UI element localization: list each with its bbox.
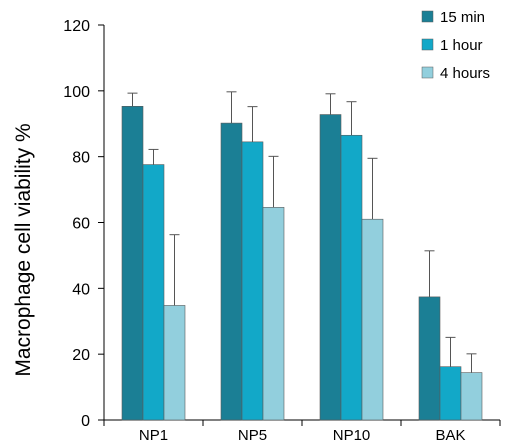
x-category-label: NP10 bbox=[333, 427, 371, 444]
y-axis-label-group: Macrophage cell viability % bbox=[12, 123, 35, 376]
bar bbox=[439, 366, 462, 421]
legend: 15 min 1 hour 4 hours bbox=[421, 9, 490, 82]
y-tick-label: 60 bbox=[72, 216, 90, 233]
y-axis-label: Macrophage cell viability % bbox=[12, 123, 35, 376]
legend-label: 1 hour bbox=[440, 37, 483, 54]
legend-label: 4 hours bbox=[440, 65, 490, 82]
legend-swatch bbox=[421, 10, 434, 23]
y-axis-ticks: 0 20 40 60 80 100 120 bbox=[63, 18, 104, 430]
bar bbox=[361, 218, 384, 421]
bar bbox=[121, 106, 144, 421]
bar bbox=[340, 134, 363, 421]
y-tick-label: 120 bbox=[63, 18, 90, 35]
x-axis-categories: NP1 NP5 NP10 BAK bbox=[103, 420, 501, 444]
bar bbox=[163, 305, 186, 421]
y-tick-label: 20 bbox=[72, 347, 90, 364]
bar bbox=[241, 141, 264, 421]
legend-swatch bbox=[421, 66, 434, 79]
bar bbox=[142, 164, 165, 421]
bar bbox=[319, 114, 342, 421]
bar bbox=[418, 296, 441, 421]
y-tick-label: 40 bbox=[72, 281, 90, 298]
x-category-label: BAK bbox=[435, 427, 465, 444]
bar bbox=[262, 207, 285, 421]
y-tick-label: 0 bbox=[81, 413, 90, 430]
bars bbox=[121, 91, 483, 421]
x-category-label: NP5 bbox=[238, 427, 267, 444]
legend-label: 15 min bbox=[440, 9, 485, 26]
bar bbox=[460, 372, 483, 421]
legend-swatch bbox=[421, 38, 434, 51]
y-tick-label: 80 bbox=[72, 150, 90, 167]
y-tick-label: 100 bbox=[63, 84, 90, 101]
bar bbox=[220, 122, 243, 421]
x-category-label: NP1 bbox=[139, 427, 168, 444]
